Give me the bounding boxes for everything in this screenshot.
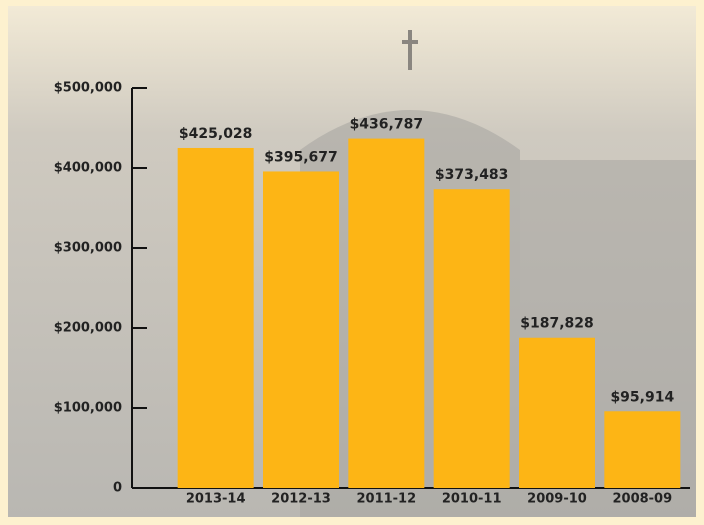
y-tick-label: $100,000	[54, 401, 122, 416]
bar	[177, 147, 254, 488]
y-tick-label: $500,000	[54, 81, 122, 96]
y-tick-label: $200,000	[54, 321, 122, 336]
bar	[348, 138, 425, 488]
x-tick-label: 2013-14	[186, 492, 246, 507]
value-label: $187,828	[520, 316, 594, 332]
x-tick-label: 2009-10	[527, 492, 587, 507]
bar	[263, 171, 339, 488]
bar	[604, 411, 681, 488]
x-tick-label: 2008-09	[612, 492, 672, 507]
y-tick-label: $400,000	[54, 161, 122, 176]
value-label: $373,483	[435, 167, 509, 183]
bar	[519, 337, 595, 488]
cross	[402, 30, 418, 70]
x-tick-label: 2011-12	[356, 492, 416, 507]
y-tick-label: $300,000	[54, 241, 122, 256]
value-label: $95,914	[610, 389, 674, 405]
value-label: $436,787	[350, 117, 424, 133]
value-label: $395,677	[264, 149, 338, 165]
x-tick-label: 2010-11	[442, 492, 502, 507]
bar	[433, 189, 510, 488]
y-tick-label: 0	[113, 481, 122, 496]
x-tick-label: 2012-13	[271, 492, 331, 507]
value-label: $425,028	[179, 126, 253, 142]
